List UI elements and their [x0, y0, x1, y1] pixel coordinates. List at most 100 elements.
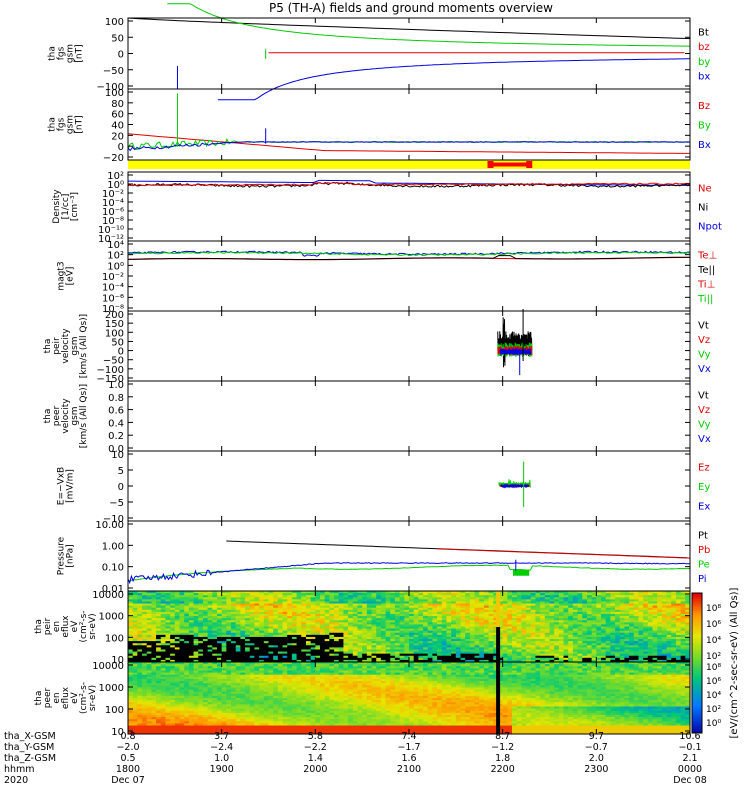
ion-spectrogram-cell [263, 649, 269, 652]
ion-spectrogram-cell [212, 649, 218, 652]
ion-spectrogram-cell [184, 634, 190, 638]
ion-spectrogram-cell [296, 595, 302, 598]
electron-spectrogram-cell [151, 698, 157, 701]
electron-spectrogram-cell [132, 702, 138, 705]
ion-spectrogram-cell [301, 618, 307, 621]
ion-spectrogram-cell [301, 647, 307, 650]
ion-spectrogram-cell [465, 616, 471, 619]
ion-spectrogram-cell [652, 591, 658, 594]
ion-spectrogram-cell [685, 616, 691, 619]
electron-spectrogram-cell [184, 708, 190, 712]
ion-spectrogram-cell [394, 630, 401, 634]
ion-spectrogram-cell [385, 607, 391, 611]
electron-spectrogram-cell [231, 700, 237, 703]
ion-spectrogram-cell [179, 643, 185, 646]
electron-spectrogram-cell [207, 731, 213, 735]
ion-spectrogram-cell [661, 620, 667, 623]
ion-spectrogram-cell [460, 624, 466, 627]
ion-spectrogram-cell [516, 626, 522, 629]
ion-spectrogram-cell [263, 620, 269, 623]
electron-spectrogram-cell [240, 683, 246, 686]
ion-spectrogram-cell [666, 593, 672, 596]
ion-spectrogram-cell [563, 643, 569, 646]
ion-spectrogram-cell [685, 655, 691, 659]
ion-spectrogram-cell [357, 655, 363, 659]
ion-spectrogram-cell [502, 628, 508, 632]
ion-spectrogram-cell [675, 591, 682, 594]
ion-spectrogram-cell [483, 659, 490, 663]
electron-spectrogram-cell [128, 693, 134, 697]
ion-spectrogram-cell [132, 628, 138, 632]
ion-spectrogram-cell [226, 643, 232, 646]
ion-spectrogram-cell [352, 630, 358, 634]
ion-spectrogram-cell [231, 613, 237, 617]
electron-spectrogram-cell [231, 712, 237, 716]
ion-spectrogram-cell [455, 618, 461, 621]
ion-spectrogram-cell [207, 607, 213, 611]
ion-spectrogram-cell [554, 599, 560, 602]
ion-spectrogram-cell [334, 626, 340, 629]
electron-spectrogram-cell [198, 704, 204, 707]
ion-spectrogram-cell [263, 599, 269, 602]
electron-spectrogram-cell [221, 712, 227, 716]
electron-spectrogram-cell [132, 674, 138, 678]
ion-spectrogram-cell [479, 647, 485, 650]
ion-spectrogram-cell [563, 607, 569, 611]
ion-spectrogram-cell [558, 595, 564, 598]
electron-spectrogram-cell [132, 666, 138, 669]
ion-spectrogram-cell [202, 591, 209, 594]
ion-spectrogram-cell [601, 622, 607, 625]
ion-spectrogram-cell [221, 613, 227, 617]
electron-spectrogram-cell [193, 678, 199, 682]
ion-spectrogram-cell [170, 616, 176, 619]
ion-spectrogram-cell [418, 595, 424, 598]
electron-spectrogram-cell [198, 678, 204, 682]
ion-spectrogram-cell [432, 651, 438, 655]
electron-spectrogram-cell [231, 666, 237, 669]
ion-spectrogram-cell [132, 609, 138, 613]
ion-spectrogram-cell [376, 659, 382, 663]
electron-spectrogram-cell [245, 700, 251, 703]
electron-spectrogram-cell [179, 674, 185, 678]
ion-spectrogram-cell [596, 626, 602, 629]
ion-spectrogram-cell [418, 649, 424, 652]
ion-spectrogram-cell [558, 622, 564, 625]
ion-spectrogram-cell [671, 616, 677, 619]
ion-spectrogram-cell [151, 634, 157, 638]
ion-spectrogram-cell [259, 628, 265, 632]
ion-spectrogram-cell [263, 634, 269, 638]
electron-spectrogram-cell [146, 695, 152, 699]
ion-spectrogram-cell [671, 645, 677, 648]
electron-spectrogram-cell [151, 714, 157, 718]
electron-spectrogram-cell [174, 662, 180, 665]
ion-spectrogram-cell [390, 611, 396, 615]
ion-spectrogram-cell [601, 639, 607, 642]
ion-spectrogram-cell [647, 636, 653, 640]
ion-spectrogram-cell [394, 639, 401, 642]
ion-spectrogram-cell [268, 593, 274, 596]
ion-spectrogram-cell [231, 630, 237, 634]
electron-spectrogram-cell [245, 708, 251, 712]
electron-spectrogram-cell [198, 714, 204, 718]
ion-spectrogram-cell [446, 653, 452, 657]
ion-spectrogram-cell [352, 607, 358, 611]
ion-spectrogram-cell [137, 624, 143, 627]
ion-spectrogram-cell [394, 611, 401, 615]
ion-spectrogram-cell [296, 639, 302, 642]
ion-spectrogram-cell [310, 597, 316, 600]
ion-spectrogram-cell [277, 626, 283, 629]
ion-spectrogram-cell [577, 603, 583, 607]
electron-spectrogram-cell [142, 685, 148, 688]
ion-spectrogram-cell [132, 634, 138, 638]
ion-spectrogram-cell [544, 601, 550, 604]
ion-spectrogram-cell [596, 643, 602, 646]
ion-spectrogram-cell [362, 599, 368, 602]
ion-spectrogram-cell [334, 634, 340, 638]
ion-spectrogram-cell [174, 659, 180, 663]
ion-spectrogram-cell [591, 641, 597, 644]
ion-spectrogram-cell [362, 649, 368, 652]
ion-spectrogram-cell [465, 605, 471, 609]
ion-spectrogram-cell [586, 593, 593, 596]
ion-spectrogram-cell [174, 630, 180, 634]
electron-spectrogram-cell [188, 672, 194, 676]
